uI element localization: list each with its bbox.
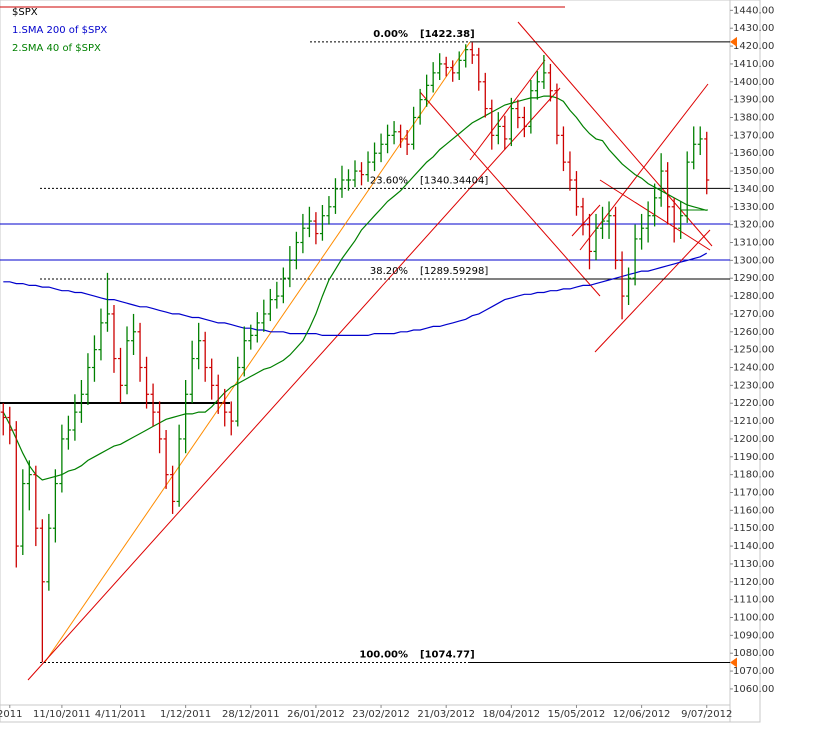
- y-tick-label: 1070.00: [733, 666, 774, 677]
- y-tick-label: 1250.00: [733, 345, 774, 356]
- y-tick-label: 1090.00: [733, 630, 774, 641]
- trend-line: [469, 59, 546, 161]
- x-tick-label: 11/10/2011: [33, 709, 91, 720]
- fib-pct: 23.60%: [370, 175, 408, 186]
- y-tick-label: 1370.00: [733, 130, 774, 141]
- trend-line: [571, 204, 601, 237]
- y-tick-label: 1160.00: [733, 505, 774, 516]
- x-tick-label: 1/12/2011: [160, 709, 211, 720]
- sma-line: [3, 252, 707, 336]
- y-tick-label: 1220.00: [733, 398, 774, 409]
- y-tick-label: 1360.00: [733, 148, 774, 159]
- fib-value-label: [1289.59298]: [420, 266, 488, 277]
- y-tick-label: 1300.00: [733, 255, 774, 266]
- trend-line: [517, 21, 713, 247]
- y-tick-label: 1400.00: [733, 77, 774, 88]
- trend-line: [419, 91, 601, 297]
- x-tick-label: 26/01/2012: [287, 709, 345, 720]
- trend-line: [27, 87, 561, 681]
- y-tick-label: 1260.00: [733, 327, 774, 338]
- y-tick-label: 1200.00: [733, 434, 774, 445]
- x-tick-label: 15/05/2012: [548, 709, 606, 720]
- trend-line: [579, 83, 709, 251]
- legend-entry: 1.SMA 200 of $SPX: [12, 25, 107, 36]
- y-tick-label: 1120.00: [733, 577, 774, 588]
- x-tick-label: 23/02/2012: [352, 709, 410, 720]
- fib-pct: 38.20%: [370, 266, 408, 277]
- drawings: [0, 6, 730, 681]
- chart-title: $SPX: [12, 7, 38, 18]
- fib-value-label: [1074.77]: [420, 650, 475, 661]
- y-tick-label: 1310.00: [733, 238, 774, 249]
- x-axis-area: [0, 704, 731, 723]
- x-tick-label: 9/07/2012: [681, 709, 732, 720]
- y-tick-label: 1150.00: [733, 523, 774, 534]
- y-tick-label: 1320.00: [733, 220, 774, 231]
- y-tick-label: 1060.00: [733, 684, 774, 695]
- x-tick-label: 21/03/2012: [417, 709, 475, 720]
- trend-line: [594, 229, 711, 353]
- y-tick-label: 1190.00: [733, 452, 774, 463]
- y-tick-label: 1180.00: [733, 470, 774, 481]
- y-tick-label: 1280.00: [733, 291, 774, 302]
- fib-value-label: [1340.34404]: [420, 175, 488, 186]
- fib-levels: 0.00% [1422.38] 23.60% [1340.34404] 38.20% [1…: [40, 29, 737, 668]
- y-tick-label: 1130.00: [733, 559, 774, 570]
- y-tick-label: 1230.00: [733, 380, 774, 391]
- y-tick-label: 1270.00: [733, 309, 774, 320]
- x-tick-label: 4/11/2011: [95, 709, 146, 720]
- fib-pct: 100.00%: [359, 650, 408, 661]
- y-tick-label: 1430.00: [733, 23, 774, 34]
- ohlc-bars: [0, 42, 710, 663]
- fib-value-label: [1422.38]: [420, 29, 475, 40]
- y-tick-label: 1340.00: [733, 184, 774, 195]
- y-tick-label: 1080.00: [733, 648, 774, 659]
- y-tick-label: 1140.00: [733, 541, 774, 552]
- y-tick-label: 1100.00: [733, 613, 774, 624]
- sma-line: [2, 95, 707, 481]
- y-tick-label: 1290.00: [733, 273, 774, 284]
- y-tick-label: 1440.00: [733, 5, 774, 16]
- y-tick-label: 1110.00: [733, 595, 774, 606]
- y-axis-area: [729, 0, 761, 723]
- y-tick-label: 1380.00: [733, 113, 774, 124]
- y-tick-label: 1240.00: [733, 363, 774, 374]
- x-tick-label: 12/06/2012: [613, 709, 671, 720]
- trend-line: [44, 41, 471, 663]
- fib-arrow: [730, 36, 737, 47]
- fib-arrow: [730, 657, 737, 668]
- y-tick-label: 1350.00: [733, 166, 774, 177]
- fib-pct: 0.00%: [373, 29, 408, 40]
- x-tick-label: 28/12/2011: [222, 709, 280, 720]
- y-tick-label: 1410.00: [733, 59, 774, 70]
- y-tick-label: 1390.00: [733, 95, 774, 106]
- x-tick-label: 18/04/2012: [483, 709, 541, 720]
- y-tick-label: 1210.00: [733, 416, 774, 427]
- y-tick-label: 1170.00: [733, 488, 774, 499]
- legend-entry: 2.SMA 40 of $SPX: [12, 43, 101, 54]
- plot-area: [0, 0, 731, 706]
- y-tick-label: 1330.00: [733, 202, 774, 213]
- y-tick-label: 1420.00: [733, 41, 774, 52]
- x-tick-label: 2011: [0, 709, 22, 720]
